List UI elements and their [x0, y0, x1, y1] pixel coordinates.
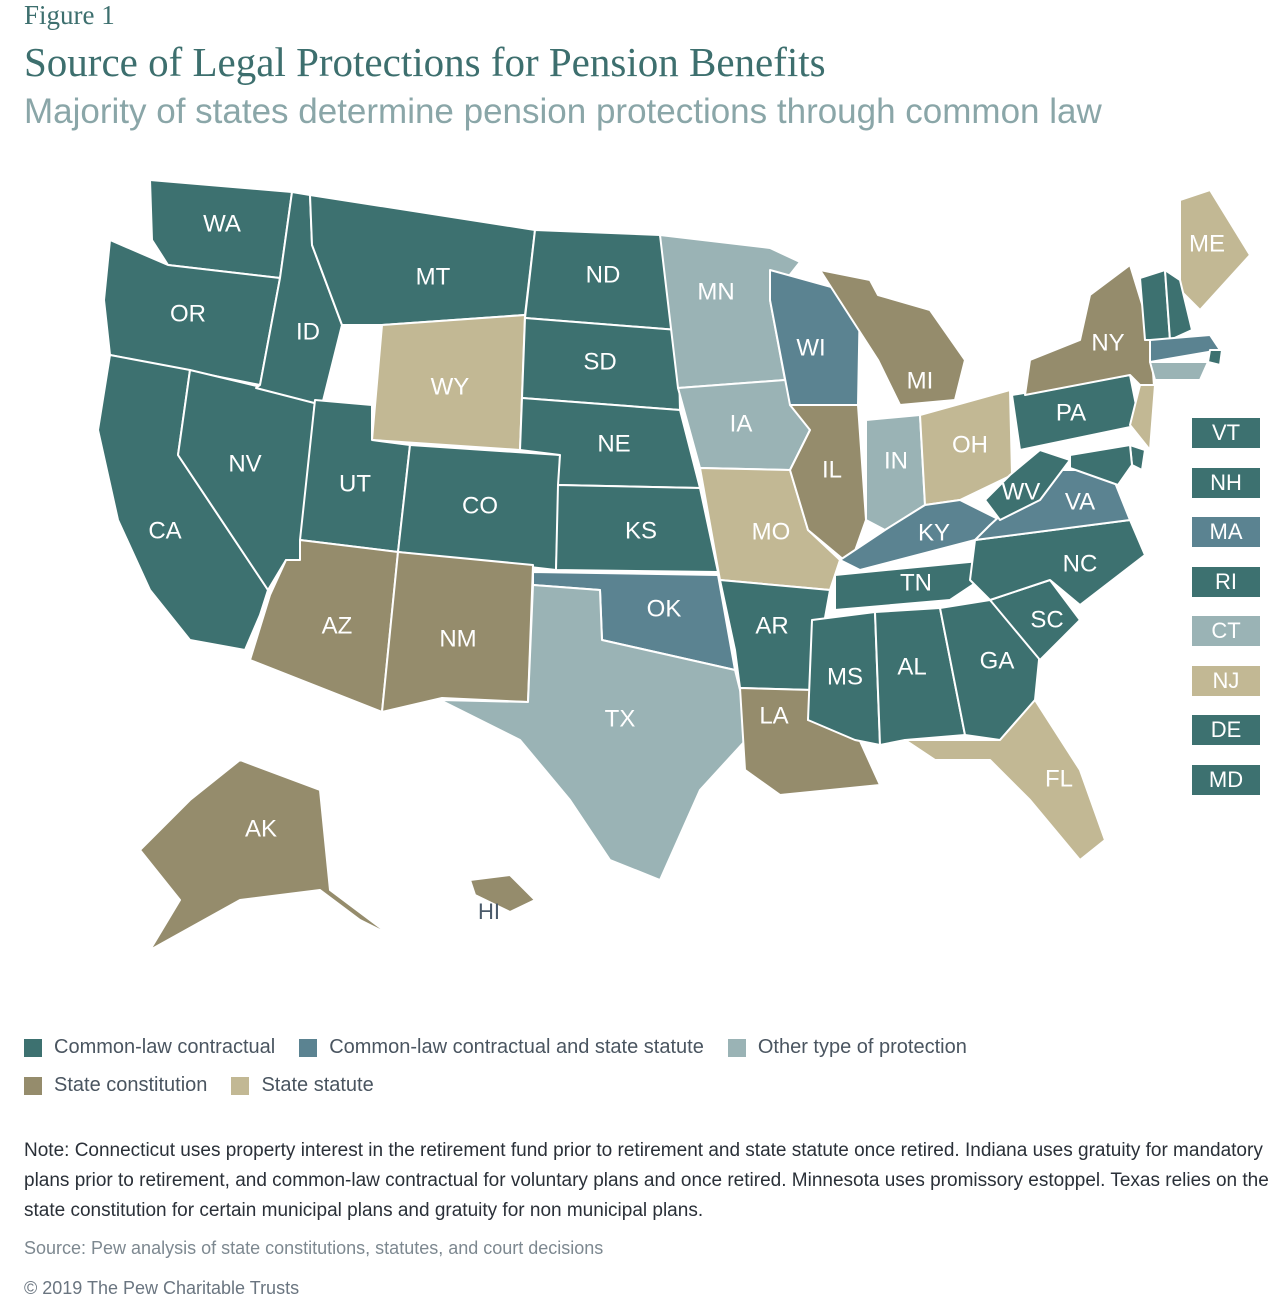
- state-al: [874, 607, 966, 746]
- state-label-tn: TN: [900, 569, 932, 596]
- state-label-ca: CA: [148, 517, 181, 544]
- state-label-co: CO: [462, 492, 498, 519]
- state-mi: [819, 269, 966, 406]
- state-label-mi: MI: [907, 367, 934, 394]
- legend-row: State constitution State statute: [24, 1074, 398, 1104]
- legend-label: Other type of protection: [757, 1036, 967, 1058]
- state-label-wv: WV: [1002, 478, 1041, 505]
- legend-item-common_law_contractual: Common-law contractual: [24, 1036, 275, 1059]
- chart-title: Source of Legal Protections for Pension …: [24, 39, 826, 85]
- legend-item-state_statute: State statute: [231, 1074, 374, 1097]
- legend-label: State constitution: [54, 1074, 208, 1096]
- state-wv: [984, 449, 1071, 521]
- state-label-ut: UT: [339, 470, 371, 497]
- legend-label: State statute: [261, 1074, 374, 1096]
- state-label-wy: WY: [431, 373, 470, 400]
- state-label-id: ID: [296, 318, 320, 345]
- side-box-vt: VT: [1192, 418, 1260, 448]
- state-ak: [139, 759, 391, 951]
- side-box-md: MD: [1192, 764, 1260, 795]
- state-label-az: AZ: [322, 612, 353, 639]
- state-label-wi: WI: [796, 334, 825, 361]
- legend-item-common_law_and_statute: Common-law contractual and state statute: [299, 1036, 704, 1059]
- note-text: Note: Connecticut uses property interest…: [24, 1140, 1269, 1221]
- chart-subtitle: Majority of states determine pension pro…: [24, 92, 1102, 131]
- side-box-ct: CT: [1192, 616, 1260, 646]
- source-text: Source: Pew analysis of state constituti…: [24, 1238, 604, 1258]
- state-label-mn: MN: [697, 278, 734, 305]
- state-label-ks: KS: [625, 517, 657, 544]
- state-ct: [1149, 361, 1209, 381]
- side-box-ma: MA: [1192, 517, 1260, 547]
- state-label-al: AL: [897, 653, 926, 680]
- state-label-nm: NM: [439, 625, 476, 652]
- state-label-la: LA: [759, 702, 788, 729]
- state-label-fl: FL: [1045, 765, 1073, 792]
- state-label-il: IL: [822, 456, 842, 483]
- state-hi: [469, 874, 536, 913]
- side-box-de: DE: [1192, 715, 1260, 745]
- legend-item-state_constitution: State constitution: [24, 1074, 207, 1097]
- state-label-oh: OH: [952, 431, 988, 458]
- state-label-sd: SD: [583, 348, 616, 375]
- legend-swatch: [299, 1038, 318, 1057]
- state-label-mt: MT: [416, 263, 451, 290]
- state-ri: [1207, 349, 1223, 366]
- state-label-wa: WA: [203, 210, 241, 237]
- side-box-nh: NH: [1192, 467, 1260, 498]
- legend-swatch: [24, 1076, 42, 1095]
- state-label-nd: ND: [586, 261, 621, 288]
- state-tx: [439, 584, 756, 881]
- state-label-mo: MO: [752, 518, 791, 545]
- state-label-ga: GA: [980, 647, 1015, 674]
- legend-swatch: [24, 1038, 42, 1057]
- legend-swatch: [231, 1076, 250, 1095]
- state-nj: [1129, 384, 1156, 451]
- state-ms: [807, 611, 881, 746]
- state-label-me: ME: [1189, 230, 1225, 257]
- legend-swatch: [727, 1038, 746, 1057]
- state-nh: [1164, 269, 1193, 341]
- state-nm: [381, 551, 534, 713]
- state-label-ny: NY: [1091, 329, 1124, 356]
- state-ky: [839, 499, 1001, 571]
- figure-label: Figure 1: [24, 0, 115, 30]
- legend-label: Common-law contractual: [54, 1036, 276, 1058]
- state-label-ak: AK: [245, 815, 277, 842]
- state-label-or: OR: [170, 300, 206, 327]
- state-tn: [834, 559, 991, 611]
- side-box-ri: RI: [1192, 566, 1260, 597]
- state-label-ok: OK: [647, 595, 682, 622]
- state-label-va: VA: [1065, 488, 1095, 515]
- state-label-ar: AR: [755, 612, 788, 639]
- legend-label: Common-law contractual and state statute: [329, 1036, 704, 1058]
- state-label-tx: TX: [605, 705, 636, 732]
- state-mt: [309, 194, 536, 326]
- side-box-nj: NJ: [1192, 665, 1260, 696]
- state-label-nv: NV: [228, 450, 261, 477]
- state-nc: [969, 519, 1146, 606]
- state-label-hi: HI: [478, 899, 500, 924]
- us-map: WA OR CA NV ID MT WY UT CO AZ NM ND SD NE KS OK TX MN IA MO…: [97, 179, 1251, 951]
- state-label-ne: NE: [597, 430, 630, 457]
- state-il: [789, 404, 867, 566]
- state-label-pa: PA: [1056, 399, 1086, 426]
- state-label-in: IN: [884, 447, 908, 474]
- copyright-text: © 2019 The Pew Charitable Trusts: [24, 1278, 300, 1298]
- state-oh: [919, 389, 1013, 506]
- legend-item-other: Other type of protection: [727, 1036, 967, 1059]
- state-label-nc: NC: [1063, 550, 1098, 577]
- state-md: [1069, 444, 1133, 486]
- state-label-ms: MS: [827, 663, 863, 690]
- state-fl: [904, 699, 1106, 861]
- legend-row: Common-law contractual Common-law contrac…: [24, 1036, 991, 1066]
- state-label-ia: IA: [730, 410, 753, 437]
- state-me: [1179, 189, 1251, 311]
- state-label-sc: SC: [1030, 606, 1063, 633]
- state-ny: [1024, 264, 1156, 401]
- state-label-ky: KY: [918, 519, 950, 546]
